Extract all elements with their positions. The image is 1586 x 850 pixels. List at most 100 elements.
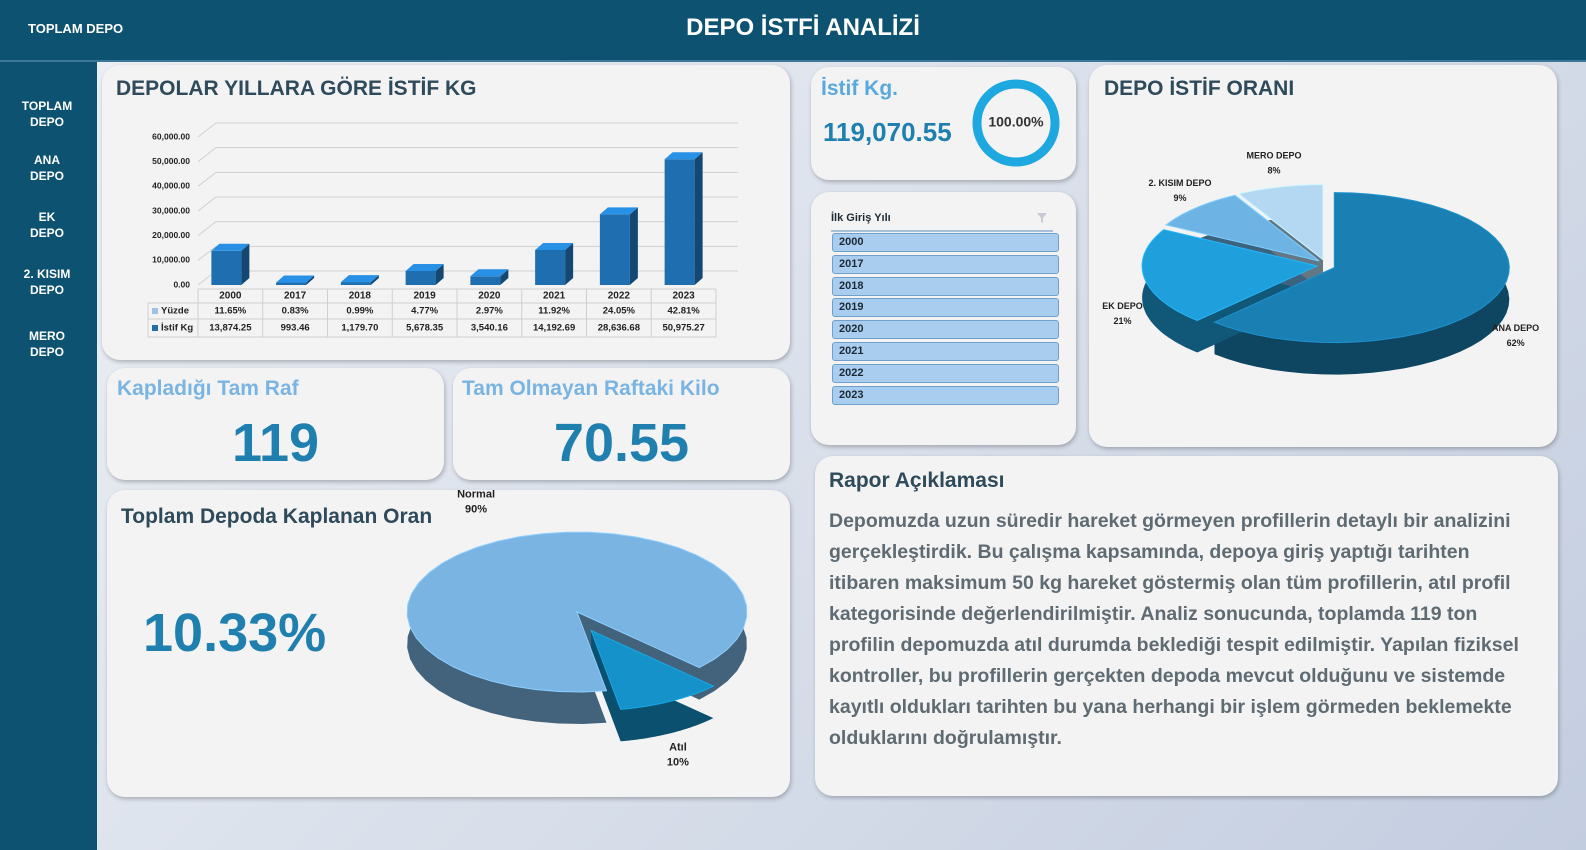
nav-item[interactable]: 2. KISIM DEPO [23, 267, 71, 297]
bar [405, 270, 436, 285]
bar [664, 159, 695, 285]
slicer-card: İlk Giriş Yılı 2000 2017 2018 2019 2020 2021 2… [811, 192, 1076, 445]
chart-title: Toplam Depoda Kaplanan Oran [121, 505, 433, 528]
y-tick-label: 10,000.00 [152, 255, 190, 265]
kpi-title: Tam Olmayan Raftaki Kilo [462, 377, 720, 400]
bar-side [500, 269, 509, 285]
pie-slice [590, 629, 715, 710]
kpi-title: İstif Kg. [821, 77, 898, 100]
nav-item[interactable]: ANA DEPO [29, 153, 64, 183]
bar-top [340, 275, 379, 283]
y-tick-label: 30,000.00 [152, 205, 190, 215]
pie-value-label: 9% [1174, 193, 1187, 203]
table-value: 28,636.68 [598, 323, 640, 334]
bar [470, 276, 501, 285]
ring-label: 100.00% [988, 114, 1044, 130]
grid-line [197, 196, 738, 212]
slicer-item[interactable]: 2018 [832, 276, 1059, 296]
table-value: 5,678.35 [406, 323, 444, 334]
table-value: 24.05% [603, 306, 636, 317]
grid-line [197, 147, 738, 163]
table-value: 50,975.27 [662, 323, 704, 334]
chart-title: DEPO İSTİF ORANI [1104, 77, 1295, 100]
pie-slice [1164, 194, 1320, 262]
table-value: 4.77% [411, 306, 438, 317]
table-value: 0.99% [346, 306, 373, 317]
legend-key [152, 325, 158, 331]
slicer-item[interactable]: 2000 [832, 233, 1059, 252]
nav-item[interactable]: MERO DEPO [29, 329, 65, 359]
pie-label: Atıl [669, 741, 687, 753]
x-tick-label: 2020 [478, 291, 501, 302]
bar-side [435, 263, 444, 285]
nav-item[interactable]: TOPLAM DEPO [21, 99, 73, 129]
oran-card: Toplam Depoda Kaplanan Oran 10.33% Norma… [107, 490, 790, 797]
x-tick-label: 2000 [219, 291, 242, 302]
pie-value-label: 21% [1114, 316, 1132, 326]
pie-slice [1237, 184, 1324, 261]
pie-slice [1213, 192, 1510, 344]
table-value: 13,874.25 [209, 323, 252, 334]
table-value: 42.81% [668, 306, 701, 317]
y-tick-label: 40,000.00 [152, 181, 190, 191]
bar-side [306, 275, 315, 285]
ring-arc [972, 79, 1060, 167]
y-tick-label: 20,000.00 [152, 230, 190, 240]
pie-label: MERO DEPO [1247, 151, 1302, 161]
bar [535, 249, 566, 285]
table-value: 11.92% [538, 306, 570, 317]
chart-title: DEPOLAR YILLARA GÖRE İSTİF KG [116, 77, 477, 100]
sidebar: TOPLAM DEPO ANA DEPO EK DEPO 2. KISIM DE… [0, 62, 97, 850]
slicer-item[interactable]: 2020 [832, 320, 1059, 340]
kpi-value: 119 [231, 413, 320, 473]
grid-line [197, 245, 738, 261]
slicer-item[interactable]: 2022 [832, 363, 1059, 383]
header-title: DEPO İSTFİ ANALİZİ [686, 14, 920, 41]
report-text: Depomuzda uzun süredir hareket görmeyen … [829, 510, 1519, 749]
bar-top [664, 152, 703, 160]
slicer-title: İlk Giriş Yılı [831, 212, 891, 224]
bar [211, 250, 242, 285]
table-value: 14,192.69 [533, 323, 575, 334]
table-value: 11.65% [215, 306, 247, 317]
kpi-value: 10.33% [143, 603, 327, 663]
header-left: TOPLAM DEPO [28, 21, 124, 36]
kpi-card: Tam Olmayan Raftaki Kilo 70.55 [453, 368, 790, 480]
pie-value-label: 62% [1507, 338, 1525, 348]
pie-slice [1141, 229, 1319, 322]
legend-key [152, 308, 158, 314]
table-value: 2.97% [476, 306, 503, 317]
legend-label: İstif Kg [161, 323, 193, 334]
grid-line [197, 122, 738, 138]
pie-label: EK DEPO [1102, 301, 1143, 311]
grid-line [197, 221, 738, 237]
legend-label: Yüzde [161, 306, 189, 317]
kpi-value: 70.55 [553, 413, 690, 473]
bar-side [629, 207, 638, 285]
pie-label: Normal [457, 490, 495, 501]
bar [340, 282, 371, 285]
bar [599, 214, 630, 285]
bar-top [535, 242, 574, 250]
slicer-item[interactable]: 2019 [832, 298, 1059, 318]
pie-chart: ANA DEPO 62% EK DEPO 21% 2. KISIM DEPO 9% MERO… [1102, 151, 1539, 375]
filter-icon[interactable] [1037, 213, 1047, 223]
pie-value-label: 8% [1268, 166, 1281, 176]
pie-label: ANA DEPO [1492, 323, 1539, 333]
table-value: 3,540.16 [471, 323, 508, 334]
pie-slice [406, 531, 748, 693]
slicer-item[interactable]: 2021 [832, 342, 1059, 361]
x-tick-label: 2021 [543, 291, 566, 302]
nav-item[interactable]: EK DEPO [29, 210, 64, 240]
header: TOPLAM DEPO DEPO İSTFİ ANALİZİ [0, 0, 1586, 62]
x-tick-label: 2022 [608, 291, 631, 302]
report-title: Rapor Açıklaması [829, 469, 1005, 492]
bar-top [405, 263, 444, 271]
bar-chart: 0.00 10,000.00 20,000.00 30,000.00 40,000.00… [147, 122, 738, 338]
istif-card: İstif Kg. 119,070.55 100.00% [811, 67, 1076, 180]
y-tick-label: 60,000.00 [152, 131, 190, 141]
slicer-item[interactable]: 2023 [832, 385, 1059, 405]
slicer-item[interactable]: 2017 [832, 254, 1059, 274]
table-value: 1,179.70 [341, 323, 378, 334]
